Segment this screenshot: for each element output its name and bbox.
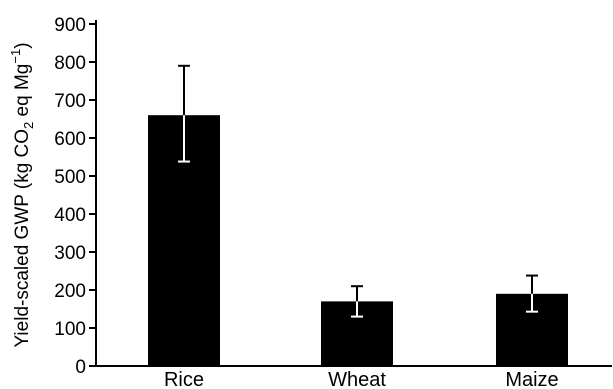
y-tick-label: 300 [54,243,86,264]
x-tick-label-maize: Maize [505,369,558,389]
y-tick-label: 0 [75,357,86,378]
y-tick-label: 400 [54,205,86,226]
y-tick-label: 800 [54,53,86,74]
error-bars-layer [178,64,538,318]
y-tick-label: 200 [54,281,86,302]
bars-layer [148,115,568,366]
axes-layer [95,20,612,367]
x-tick-labels-layer: Rice Wheat Maize [164,369,559,389]
x-tick-label-wheat: Wheat [328,369,386,389]
x-tick-label-rice: Rice [164,369,204,389]
y-tick-label: 600 [54,129,86,150]
y-tick-label: 100 [54,319,86,340]
y-tick-label: 900 [54,15,86,36]
y-axis-title: Yield-scaled GWP (kg CO2 eq Mg−1) [8,42,36,347]
y-tick-label: 700 [54,91,86,112]
y-tick-label: 500 [54,167,86,188]
y-ticks-layer: 0 100 200 300 400 500 600 700 800 900 [54,15,96,378]
